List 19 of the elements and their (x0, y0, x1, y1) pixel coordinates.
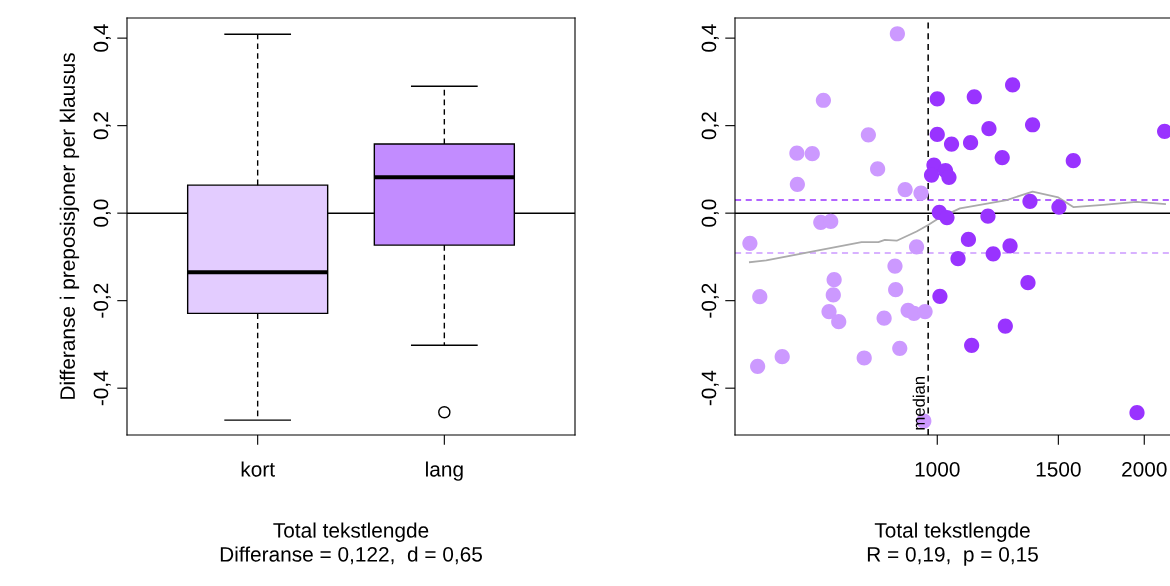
y-tick-label: 0,0 (93, 199, 111, 227)
ref-line-label: median (912, 377, 925, 430)
y-tick-label: 0,4 (701, 24, 719, 52)
y-tick-label: 0,4 (93, 24, 111, 52)
x-tick-label: kort (241, 461, 275, 477)
x-axis-title: Total tekstlengde R = 0,19, p = 0,15 (867, 522, 1038, 566)
y-tick-label: 0,2 (93, 112, 111, 140)
y-tick-label: -0,4 (701, 370, 719, 406)
x-axis-title: Total tekstlengde Differanse = 0,122, d = 0,65 (220, 522, 482, 565)
x-tick-label: lang (426, 461, 463, 481)
y-axis-title: Differanse i preposisjoner per klausus (59, 53, 80, 399)
y-tick-label: -0,4 (93, 370, 111, 406)
x-tick-label: 1000 (915, 461, 960, 477)
y-tick-label: -0,2 (93, 283, 111, 318)
y-tick-label: 0,0 (701, 199, 719, 227)
x-tick-label: 2000 (1122, 461, 1167, 477)
y-tick-label: 0,2 (701, 112, 719, 140)
x-tick-label: 1500 (1036, 461, 1081, 477)
y-tick-label: -0,2 (701, 283, 719, 318)
